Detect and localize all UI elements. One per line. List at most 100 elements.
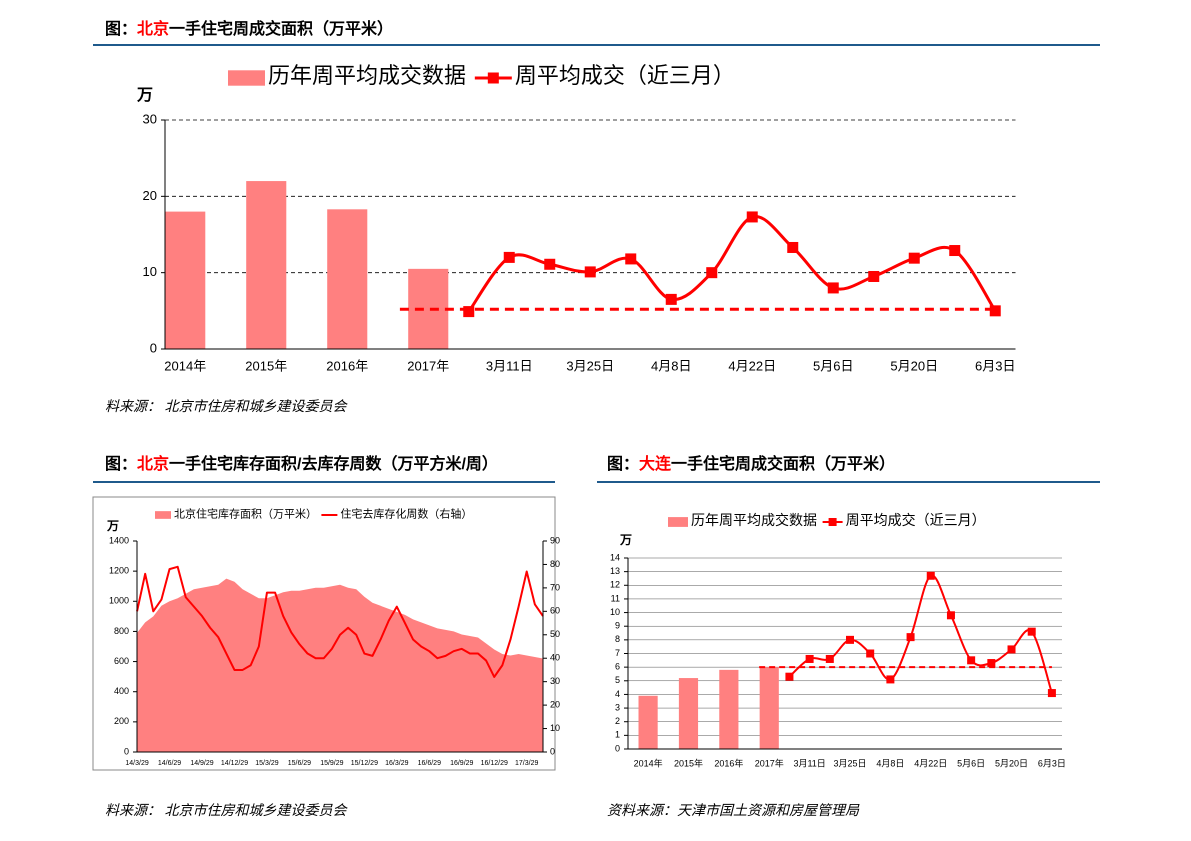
line-marker <box>989 305 1001 317</box>
x-tick-label: 5月6日 <box>957 758 985 768</box>
line-marker <box>866 649 875 658</box>
x-tick-label: 17/3/29 <box>515 760 538 767</box>
bar <box>638 695 658 749</box>
line-marker <box>1047 689 1056 698</box>
x-tick-label: 5月20日 <box>890 358 938 373</box>
y-tick-label: 1 <box>615 730 620 740</box>
y-tick-label: 600 <box>114 656 129 666</box>
y-tick-label: 10 <box>610 607 620 617</box>
bar <box>165 211 206 349</box>
y-tick-label: 4 <box>615 689 620 699</box>
x-tick-label: 3月25日 <box>566 358 614 373</box>
y-tick-label: 7 <box>615 648 620 658</box>
bar <box>719 669 739 749</box>
heading-part: 一手住宅周成交面积（万平米） <box>671 454 895 473</box>
line-marker <box>503 251 515 263</box>
chart-panel: 图：大连一手住宅周成交面积（万平米）资料来源：天津市国土资源和房屋管理局万012… <box>597 454 1100 819</box>
chart-panel: 图：北京一手住宅周成交面积（万平米） 料来源： 北京市住房和城乡建设委员会 万 0 10… <box>93 19 1100 415</box>
chart-panel: 图：北京一手住宅库存面积/去库存周数（万平方米/周） 料来源： 北京市住房和城乡建… <box>92 454 560 819</box>
y2-tick-label: 70 <box>550 582 560 592</box>
y-tick-label: 9 <box>615 621 620 631</box>
x-tick-label: 3月11日 <box>793 758 825 768</box>
legend-label: 周平均成交（近三月） <box>515 63 735 88</box>
line-marker <box>1027 627 1036 636</box>
figure-heading: 图：北京一手住宅库存面积/去库存周数（万平方米/周） <box>105 454 498 473</box>
y2-tick-label: 90 <box>550 535 560 545</box>
y2-tick-label: 10 <box>550 723 560 733</box>
line-marker <box>746 211 758 223</box>
x-tick-label: 3月11日 <box>486 358 533 373</box>
line-marker <box>868 270 880 282</box>
x-tick-label: 6月3日 <box>1038 758 1066 768</box>
y-unit: 万 <box>136 87 153 104</box>
y2-tick-label: 30 <box>550 676 560 686</box>
bar <box>678 678 699 749</box>
legend-marker <box>487 72 499 84</box>
source-note: 资料来源：天津市国土资源和房屋管理局 <box>607 803 860 819</box>
y-tick-label: 1000 <box>109 596 129 606</box>
y-tick-label: 0 <box>615 743 620 753</box>
legend-label: 北京住宅库存面积（万平米） <box>174 507 317 521</box>
x-tick-label: 14/9/29 <box>190 760 213 767</box>
y-tick-label: 1400 <box>109 535 129 545</box>
line-marker <box>946 611 955 620</box>
x-tick-label: 3月25日 <box>833 758 866 768</box>
y-tick-label: 14 <box>610 552 620 562</box>
line-marker <box>846 635 854 644</box>
figure-heading: 图：北京一手住宅周成交面积（万平米） <box>105 19 393 38</box>
legend-label: 住宅去库存化周数（右轴） <box>340 507 472 521</box>
heading-part: 图： <box>105 20 137 38</box>
x-tick-label: 16/9/29 <box>450 760 473 767</box>
x-tick-label: 2016年 <box>326 358 368 373</box>
legend-marker <box>828 518 837 526</box>
legend-label: 历年周平均成交数据 <box>268 63 466 88</box>
y2-tick-label: 50 <box>550 629 560 639</box>
x-tick-label: 16/6/29 <box>418 760 441 767</box>
line-marker <box>463 306 475 318</box>
x-tick-label: 2015年 <box>245 358 287 373</box>
y-tick-label: 11 <box>611 593 620 603</box>
y2-tick-label: 20 <box>550 699 560 709</box>
y2-tick-label: 0 <box>550 746 555 756</box>
line-marker <box>625 253 637 265</box>
bar <box>246 181 287 349</box>
chart-frame <box>92 496 556 771</box>
legend-swatch <box>228 70 265 86</box>
y-tick-label: 6 <box>615 662 620 672</box>
heading-part: 图： <box>607 455 639 473</box>
x-tick-label: 15/9/29 <box>320 760 343 767</box>
y-tick-label: 30 <box>143 111 157 126</box>
line-marker <box>967 656 976 665</box>
line-marker <box>926 571 935 580</box>
line-marker <box>805 654 814 663</box>
heading-part: 一手住宅库存面积/去库存周数（万平方米/周） <box>169 454 498 473</box>
x-tick-label: 16/3/29 <box>385 760 408 767</box>
line <box>136 565 544 678</box>
line-marker <box>825 654 834 663</box>
y-tick-label: 200 <box>114 716 129 726</box>
legend-label: 周平均成交（近三月） <box>846 512 986 529</box>
x-tick-label: 5月20日 <box>995 758 1028 768</box>
line-marker <box>949 245 961 257</box>
x-tick-label: 16/12/29 <box>481 760 508 767</box>
bar <box>408 268 449 349</box>
bar <box>327 209 368 349</box>
heading-part: 一手住宅周成交面积（万平米） <box>169 19 393 38</box>
line-marker <box>787 241 799 253</box>
x-tick-label: 2016年 <box>714 757 743 768</box>
heading-part: 北京 <box>137 454 169 473</box>
legend-swatch <box>668 517 688 527</box>
line-marker <box>827 282 839 294</box>
line-marker <box>584 266 596 278</box>
legend-swatch <box>155 511 171 519</box>
figure-heading: 图：大连一手住宅周成交面积（万平米） <box>607 454 895 473</box>
line-marker <box>785 672 794 681</box>
x-tick-label: 6月3日 <box>975 358 1015 373</box>
y-tick-label: 400 <box>114 686 129 696</box>
y-tick-label: 800 <box>114 626 129 636</box>
y-tick-label: 3 <box>615 702 620 712</box>
line-marker <box>544 258 556 270</box>
x-tick-label: 4月8日 <box>651 358 691 373</box>
heading-part: 大连 <box>639 454 672 473</box>
